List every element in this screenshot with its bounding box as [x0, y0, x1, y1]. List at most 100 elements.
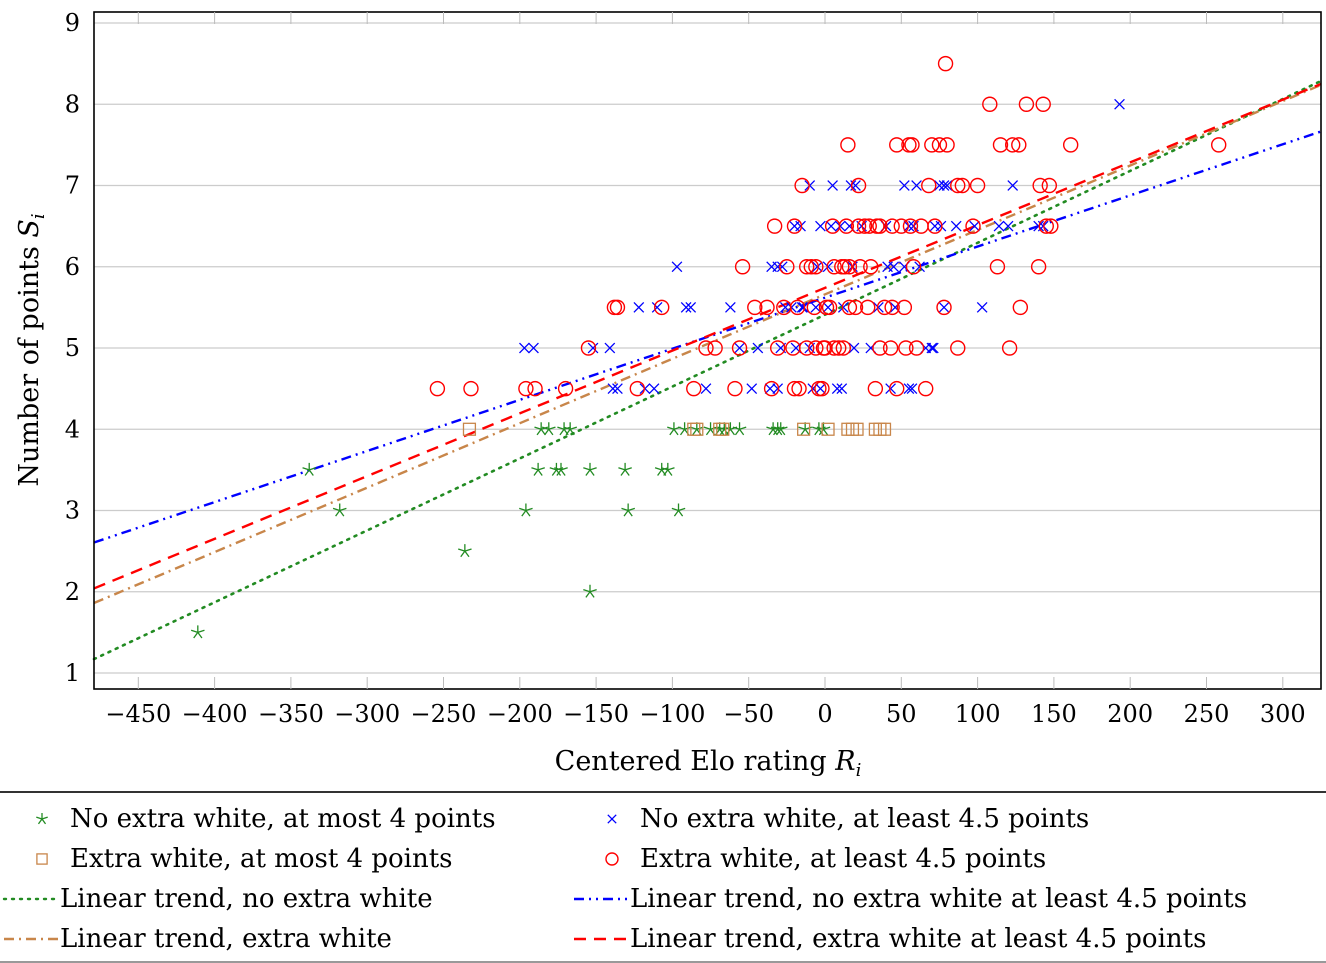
- point-circle: [698, 340, 714, 356]
- point-star: [667, 422, 681, 436]
- point-cross: [607, 383, 619, 394]
- y-axis-title: Number of points Si: [14, 213, 49, 486]
- x-tick-label: −50: [723, 700, 774, 728]
- dashdotdot-icon: [570, 884, 630, 914]
- legend-label: No extra white, at least 4.5 points: [640, 804, 1090, 834]
- point-circle: [808, 340, 824, 356]
- point-circle: [766, 218, 783, 234]
- point-circle: [831, 340, 847, 356]
- point-cross: [700, 383, 712, 394]
- point-circle: [840, 137, 856, 153]
- point-cross: [766, 261, 777, 273]
- point-star: [190, 625, 205, 639]
- point-circle: [902, 218, 919, 234]
- y-tick-label: 5: [65, 334, 80, 362]
- point-cross: [796, 302, 808, 313]
- trend-line-dotted: [92, 79, 1323, 661]
- legend-label: Extra white, at most 4 points: [70, 844, 453, 874]
- point-cross: [1114, 98, 1125, 110]
- point-circle: [841, 299, 858, 316]
- point-cross: [772, 383, 784, 394]
- point-star: [671, 503, 686, 517]
- point-star: [554, 462, 568, 476]
- legend-item: No extra white, at least 4.5 points: [580, 801, 1089, 837]
- point-star: [621, 503, 636, 517]
- y-tick-label: 2: [65, 578, 80, 606]
- point-circle: [837, 259, 853, 275]
- point-circle: [921, 177, 937, 194]
- point-circle: [937, 55, 954, 72]
- point-circle: [734, 259, 751, 275]
- point-cross: [935, 220, 947, 232]
- point-cross: [831, 383, 843, 394]
- point-star: [677, 422, 692, 436]
- point-star: [563, 422, 578, 436]
- point-circle: [931, 137, 948, 153]
- point-circle: [924, 137, 940, 153]
- point-circle: [847, 299, 864, 316]
- x-tick-label: −350: [258, 700, 324, 728]
- point-circle: [896, 299, 913, 316]
- point-circle: [769, 340, 786, 356]
- point-cross: [927, 342, 939, 354]
- point-circle: [1012, 299, 1029, 316]
- point-cross: [633, 302, 645, 313]
- point-cross: [938, 302, 950, 313]
- point-square: [821, 422, 835, 436]
- point-circle: [936, 299, 952, 316]
- point-cross: [1007, 180, 1019, 191]
- point-cross: [671, 261, 683, 273]
- point-circle: [808, 259, 824, 275]
- point-star: [618, 462, 632, 476]
- point-circle: [814, 380, 830, 397]
- point-cross: [825, 220, 837, 232]
- point-circle: [927, 218, 943, 234]
- point-cross: [993, 220, 1005, 232]
- point-square: [716, 422, 730, 436]
- point-cross: [734, 342, 745, 354]
- point-circle: [913, 218, 929, 234]
- point-star: [531, 462, 545, 476]
- point-cross: [815, 383, 826, 394]
- point-square: [850, 422, 864, 436]
- point-square: [690, 422, 704, 436]
- point-cross: [976, 302, 988, 313]
- point-circle: [1062, 137, 1079, 153]
- trend-line-dashed: [93, 82, 1322, 590]
- point-circle: [835, 340, 852, 356]
- point-square: [797, 422, 811, 436]
- point-cross: [941, 180, 953, 191]
- point-circle: [803, 259, 819, 275]
- point-square: [36, 853, 48, 865]
- point-cross: [725, 302, 736, 313]
- point-circle: [731, 340, 748, 356]
- point-star: [732, 422, 747, 436]
- point-cross: [911, 180, 922, 191]
- point-cross: [812, 261, 823, 273]
- point-cross: [528, 342, 539, 354]
- point-circle: [908, 340, 925, 356]
- y-tick-label: 9: [65, 9, 80, 37]
- point-star: [773, 422, 788, 436]
- point-circle: [605, 852, 619, 866]
- x-tick-label: 100: [955, 700, 1001, 728]
- point-circle: [1030, 259, 1047, 275]
- point-circle: [707, 340, 723, 356]
- point-star: [660, 462, 675, 476]
- dashed-icon: [570, 924, 630, 954]
- point-cross: [810, 302, 822, 313]
- x-tick-label: −150: [563, 700, 629, 728]
- point-cross: [903, 383, 915, 394]
- point-circle: [992, 137, 1009, 153]
- point-circle: [518, 380, 534, 397]
- point-circle: [893, 218, 909, 234]
- point-circle: [852, 259, 868, 275]
- x-tick-label: 0: [817, 700, 832, 728]
- point-star: [458, 544, 472, 558]
- point-circle: [965, 218, 981, 234]
- point-cross: [827, 180, 838, 191]
- legend-label: No extra white, at most 4 points: [70, 804, 496, 834]
- point-circle: [759, 299, 775, 316]
- point-circle: [904, 137, 920, 153]
- point-circle: [815, 340, 832, 356]
